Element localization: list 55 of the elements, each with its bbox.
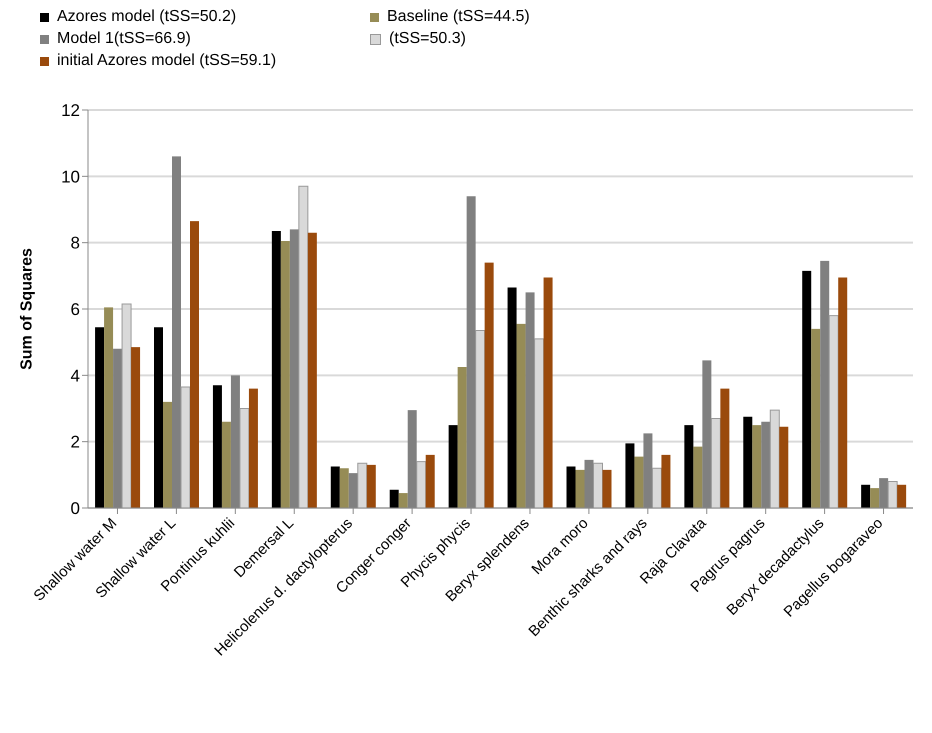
bar	[861, 484, 870, 508]
bar	[222, 422, 231, 508]
bar	[693, 446, 702, 508]
bar	[897, 484, 906, 508]
y-tick-label: 4	[70, 366, 80, 386]
y-tick-label: 12	[61, 101, 80, 120]
bar	[390, 490, 399, 508]
bar	[366, 464, 376, 508]
bar	[576, 470, 584, 508]
bar	[720, 388, 730, 508]
bar	[802, 270, 812, 508]
bar	[330, 466, 340, 508]
legend-label: initial Azores model (tSS=59.1)	[57, 52, 276, 70]
legend-label: (tSS=50.3)	[389, 30, 466, 48]
bar	[458, 367, 467, 508]
legend-label: Model 1(tSS=66.9)	[57, 30, 191, 48]
bar	[516, 324, 526, 508]
bar	[634, 456, 644, 508]
bar	[625, 443, 634, 508]
bar	[340, 468, 349, 508]
y-tick-label: 2	[70, 432, 80, 452]
bar	[104, 307, 114, 508]
bar	[308, 232, 317, 508]
legend-label: Azores model (tSS=50.2)	[57, 8, 236, 26]
y-tick-label: 0	[70, 499, 80, 518]
bar	[272, 231, 281, 508]
bar	[448, 425, 458, 508]
bar	[661, 454, 670, 508]
bar	[154, 327, 163, 508]
bar	[280, 241, 290, 508]
y-axis-title: Sum of Squares	[18, 248, 36, 370]
bar	[684, 425, 694, 508]
bar	[566, 466, 576, 508]
bar	[131, 347, 140, 508]
bar	[752, 425, 762, 508]
bar	[95, 327, 104, 508]
bar	[508, 287, 517, 508]
bar	[398, 493, 408, 508]
bar	[212, 385, 222, 508]
bar	[426, 454, 435, 508]
y-tick-label: 8	[70, 234, 80, 253]
bar	[484, 262, 494, 508]
bar	[870, 488, 880, 508]
bar	[811, 328, 820, 508]
bar	[838, 277, 848, 508]
bar	[743, 416, 752, 508]
bar	[163, 402, 172, 508]
bar	[602, 470, 612, 508]
bar	[190, 221, 199, 508]
bar	[248, 388, 258, 508]
bar	[779, 426, 788, 508]
y-tick-label: 6	[70, 300, 80, 320]
legend-label: Baseline (tSS=44.5)	[387, 8, 530, 26]
bar	[544, 277, 553, 508]
y-tick-label: 10	[61, 167, 80, 186]
